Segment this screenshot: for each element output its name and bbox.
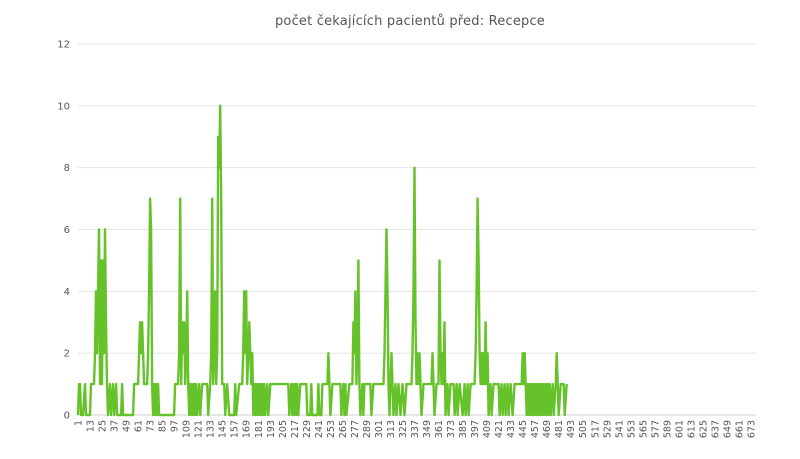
x-tick-label: 241 [314, 420, 325, 438]
x-tick-label: 505 [578, 420, 589, 438]
x-tick-label: 109 [182, 420, 193, 438]
x-tick-label: 13 [86, 420, 97, 432]
x-tick-label: 541 [614, 420, 625, 438]
x-tick-label: 529 [602, 420, 613, 438]
x-tick-label: 133 [206, 420, 217, 438]
x-tick-label: 37 [110, 420, 121, 432]
x-tick-label: 493 [566, 420, 577, 438]
x-tick-label: 517 [590, 420, 601, 438]
y-tick-label: 4 [64, 287, 70, 298]
y-tick-label: 0 [64, 411, 70, 422]
x-tick-label: 601 [674, 420, 685, 438]
y-tick-label: 12 [57, 40, 70, 51]
y-axis-ticks: 0 2 4 6 8 10 12 [57, 40, 70, 422]
x-tick-label: 61 [134, 420, 145, 432]
x-axis-ticks: 1 13 25 37 49 61 73 85 97 109 121 133 145 157 169 181 19… [74, 420, 758, 438]
x-tick-label: 229 [302, 420, 313, 438]
x-tick-label: 577 [650, 420, 661, 438]
x-tick-label: 565 [638, 420, 649, 438]
x-tick-label: 121 [194, 420, 205, 438]
x-tick-label: 589 [662, 420, 673, 438]
x-tick-label: 217 [290, 420, 301, 438]
x-tick-label: 49 [122, 420, 133, 432]
x-tick-label: 265 [338, 420, 349, 438]
x-tick-label: 469 [542, 420, 553, 438]
x-tick-label: 661 [734, 420, 745, 438]
x-tick-label: 97 [170, 420, 181, 432]
x-tick-label: 205 [278, 420, 289, 438]
x-tick-label: 445 [518, 420, 529, 438]
x-tick-label: 157 [230, 420, 241, 438]
x-tick-label: 181 [254, 420, 265, 438]
x-tick-label: 301 [374, 420, 385, 438]
x-tick-label: 421 [494, 420, 505, 438]
x-tick-label: 553 [626, 420, 637, 438]
series-layer [76, 104, 568, 417]
x-tick-label: 625 [698, 420, 709, 438]
x-tick-label: 385 [458, 420, 469, 438]
y-tick-label: 10 [57, 101, 70, 112]
x-tick-label: 373 [446, 420, 457, 438]
y-tick-label: 2 [64, 349, 70, 360]
x-tick-label: 637 [710, 420, 721, 438]
x-tick-label: 193 [266, 420, 277, 438]
x-tick-label: 73 [146, 420, 157, 432]
x-tick-label: 409 [482, 420, 493, 438]
x-tick-label: 649 [722, 420, 733, 438]
x-tick-label: 277 [350, 420, 361, 438]
x-tick-label: 673 [746, 420, 757, 438]
chart-title: počet čekajících pacientů před: Recepce [274, 14, 546, 29]
x-tick-label: 397 [470, 420, 481, 438]
x-tick-label: 253 [326, 420, 337, 438]
x-tick-label: 457 [530, 420, 541, 438]
y-tick-label: 6 [64, 225, 70, 236]
x-tick-label: 613 [686, 420, 697, 438]
x-tick-label: 349 [422, 420, 433, 438]
x-tick-label: 289 [362, 420, 373, 438]
x-tick-label: 325 [398, 420, 409, 438]
x-tick-label: 145 [218, 420, 229, 438]
x-tick-label: 1 [74, 420, 85, 426]
x-tick-label: 337 [410, 420, 421, 438]
series-line-0 [76, 104, 568, 417]
x-tick-label: 85 [158, 420, 169, 432]
y-tick-label: 8 [64, 163, 70, 174]
x-tick-label: 25 [98, 420, 109, 432]
x-tick-label: 433 [506, 420, 517, 438]
x-tick-label: 313 [386, 420, 397, 438]
x-tick-label: 169 [242, 420, 253, 438]
x-tick-label: 361 [434, 420, 445, 438]
x-tick-label: 481 [554, 420, 565, 438]
